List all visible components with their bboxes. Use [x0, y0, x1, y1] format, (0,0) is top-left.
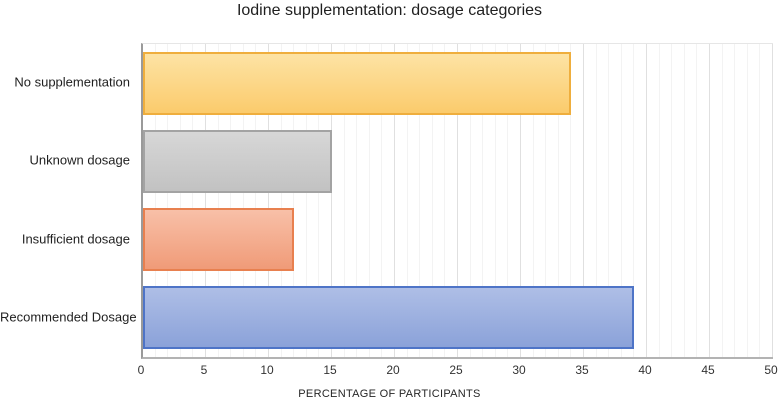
x-tick-label-5: 5 [200, 363, 208, 377]
minor-gridline [192, 44, 194, 357]
minor-gridline [494, 44, 496, 357]
minor-gridline [406, 44, 408, 357]
minor-gridline [671, 44, 673, 357]
minor-gridline [242, 44, 244, 357]
minor-gridline [356, 44, 358, 357]
minor-gridline [280, 44, 282, 357]
chart-title: Iodine supplementation: dosage categorie… [236, 2, 543, 19]
x-tick-label-50: 50 [764, 363, 778, 377]
minor-gridline [305, 44, 307, 357]
x-tick-label-40: 40 [638, 363, 652, 377]
minor-gridline [721, 44, 723, 357]
major-gridline [457, 44, 458, 357]
minor-gridline [633, 44, 635, 357]
category-label-recommended-dosage: Recommended Dosage [0, 309, 137, 325]
bar-insufficient-dosage [143, 208, 295, 272]
category-label-unknown-dosage: Unknown dosage [29, 152, 130, 168]
category-label-insufficient-dosage: Insufficient dosage [21, 231, 130, 247]
minor-gridline [368, 44, 370, 357]
major-gridline [394, 44, 395, 357]
minor-gridline [545, 44, 547, 357]
major-gridline [268, 44, 269, 357]
minor-gridline [482, 44, 484, 357]
minor-gridline [230, 44, 232, 357]
minor-gridline [658, 44, 660, 357]
category-label-no-supplementation: No supplementation [14, 74, 130, 90]
minor-gridline [595, 44, 597, 357]
minor-gridline [620, 44, 622, 357]
minor-gridline [255, 44, 257, 357]
major-gridline [583, 44, 584, 357]
major-gridline [772, 44, 773, 357]
minor-gridline [759, 44, 761, 357]
minor-gridline [469, 44, 471, 357]
x-tick-label-30: 30 [512, 363, 526, 377]
minor-gridline [696, 44, 698, 357]
major-gridline [520, 44, 521, 357]
bar-recommended-dosage [143, 286, 635, 350]
major-gridline [709, 44, 710, 357]
minor-gridline [444, 44, 446, 357]
bar-no-supplementation [143, 51, 572, 115]
minor-gridline [179, 44, 181, 357]
minor-gridline [507, 44, 509, 357]
minor-gridline [557, 44, 559, 357]
minor-gridline [217, 44, 219, 357]
minor-gridline [608, 44, 610, 357]
minor-gridline [154, 44, 156, 357]
minor-gridline [734, 44, 736, 357]
major-gridline [331, 44, 332, 357]
minor-gridline [570, 44, 572, 357]
minor-gridline [318, 44, 320, 357]
minor-gridline [167, 44, 169, 357]
x-tick-label-25: 25 [449, 363, 463, 377]
x-tick-label-20: 20 [386, 363, 400, 377]
minor-gridline [746, 44, 748, 357]
x-tick-label-15: 15 [323, 363, 337, 377]
x-axis-title: PERCENTAGE OF PARTICIPANTS [298, 388, 481, 400]
minor-gridline [293, 44, 295, 357]
minor-gridline [381, 44, 383, 357]
major-gridline [646, 44, 647, 357]
x-tick-label-0: 0 [137, 363, 145, 377]
bar-unknown-dosage [143, 129, 332, 193]
minor-gridline [343, 44, 345, 357]
major-gridline [205, 44, 206, 357]
x-tick-label-10: 10 [260, 363, 274, 377]
plot-area [141, 43, 773, 359]
x-tick-label-45: 45 [701, 363, 715, 377]
minor-gridline [419, 44, 421, 357]
x-tick-label-35: 35 [575, 363, 589, 377]
minor-gridline [532, 44, 534, 357]
minor-gridline [431, 44, 433, 357]
minor-gridline [683, 44, 685, 357]
